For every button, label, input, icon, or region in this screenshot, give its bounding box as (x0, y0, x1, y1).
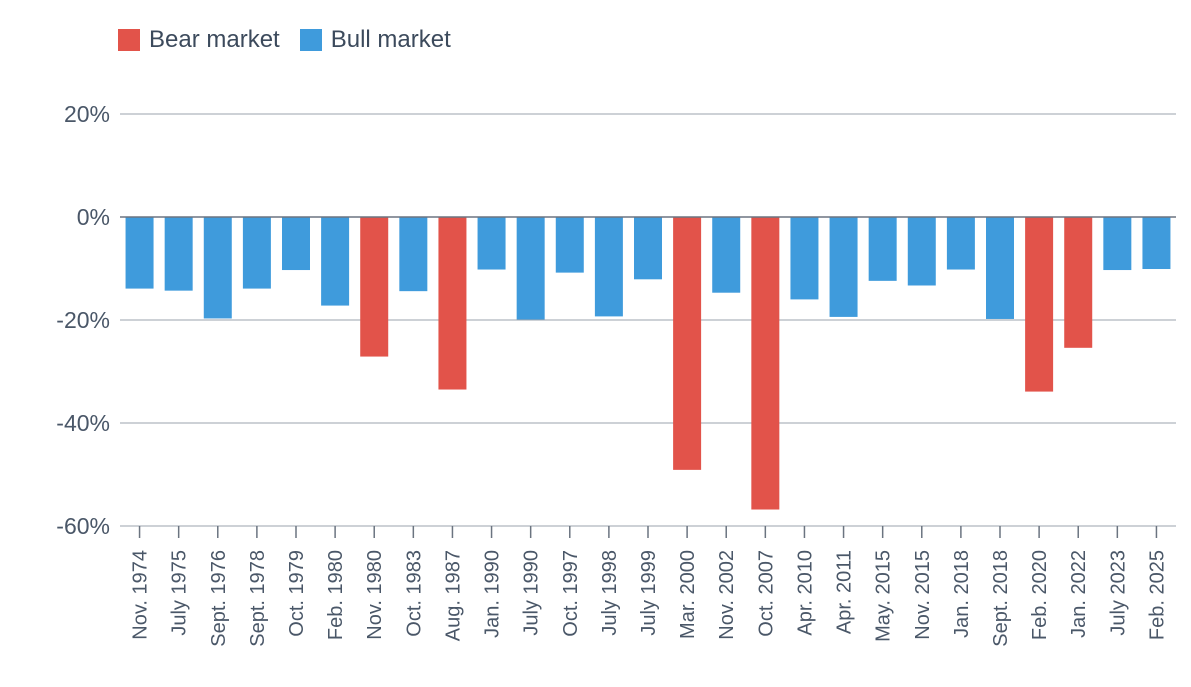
bar-bull-20 (907, 217, 936, 286)
legend-label-bull: Bull market (330, 26, 451, 53)
x-tick-label: Oct. 1979 (286, 550, 308, 637)
x-tick-label: July 1990 (521, 550, 543, 636)
bar-bull-2 (203, 217, 232, 319)
bar-bull-0 (125, 217, 154, 289)
x-tick-label: Apr. 2010 (794, 550, 816, 636)
x-tick-label: Nov. 2002 (716, 550, 738, 640)
x-tick-label: July 1999 (638, 550, 660, 636)
y-tick-label: -60% (56, 513, 110, 539)
bar-bull-17 (790, 217, 819, 300)
bar-bull-18 (829, 217, 858, 317)
x-tick-label: Feb. 2025 (1146, 550, 1168, 640)
bar-bull-5 (321, 217, 350, 306)
bar-bull-13 (634, 217, 662, 280)
legend-swatch-bull (299, 29, 322, 51)
x-tick-label: July 2023 (1107, 550, 1129, 636)
bar-bear-14 (673, 217, 702, 470)
bar-bull-12 (594, 217, 623, 317)
bar-bear-24 (1064, 217, 1093, 348)
y-tick-label: 20% (64, 101, 110, 127)
x-tick-label: Jan. 2018 (951, 550, 973, 638)
x-tick-label: Aug. 1987 (442, 550, 464, 641)
x-tick-label: Feb. 1980 (325, 550, 347, 640)
x-tick-label: Sept. 1978 (247, 550, 269, 647)
x-tick-label: Nov. 2015 (912, 550, 934, 640)
bar-bull-3 (242, 217, 271, 289)
x-tick-label: Oct. 1997 (560, 550, 582, 637)
x-tick-label: Sept. 2018 (990, 550, 1012, 647)
bar-bull-26 (1142, 217, 1171, 270)
x-tick-label: Nov. 1980 (364, 550, 386, 640)
bar-bull-10 (516, 217, 545, 320)
x-tick-label: Sept. 1976 (208, 550, 230, 647)
legend-item-bull: Bull market (299, 26, 451, 54)
y-tick-label: -40% (56, 410, 110, 436)
y-tick-label: -20% (56, 307, 110, 333)
x-tick-label: Mar. 2000 (677, 550, 699, 639)
legend-item-bear: Bear market (118, 26, 280, 54)
x-tick-label: Apr. 2011 (834, 550, 856, 634)
bar-bear-23 (1025, 217, 1054, 392)
legend-swatch-bear (118, 29, 140, 51)
x-tick-label: Oct. 1983 (403, 550, 425, 637)
chart-legend: Bear market Bull market (118, 26, 471, 54)
x-tick-label: Jan. 2022 (1068, 550, 1090, 638)
bar-bull-9 (477, 217, 506, 270)
x-tick-label: Jan. 1990 (482, 550, 504, 638)
x-tick-label: Oct. 2007 (755, 550, 777, 637)
bar-bear-16 (751, 217, 780, 510)
y-tick-label: 0% (77, 204, 110, 230)
x-tick-label: July 1975 (169, 550, 191, 636)
bar-bull-22 (986, 217, 1014, 319)
bar-bull-19 (868, 217, 897, 281)
x-tick-label: July 1998 (599, 550, 621, 636)
legend-label-bear: Bear market (149, 26, 280, 53)
bar-bear-6 (360, 217, 389, 357)
bar-bull-15 (712, 217, 741, 293)
bar-bull-25 (1103, 217, 1132, 271)
bar-bull-11 (555, 217, 584, 273)
bar-bear-8 (438, 217, 467, 390)
x-tick-label: May. 2015 (873, 550, 895, 642)
bar-bull-4 (282, 217, 310, 271)
bar-bull-21 (946, 217, 975, 270)
bar-bull-1 (164, 217, 193, 291)
x-tick-label: Nov. 1974 (130, 550, 152, 640)
x-tick-label: Feb. 2020 (1029, 550, 1051, 640)
bar-bull-7 (399, 217, 428, 292)
